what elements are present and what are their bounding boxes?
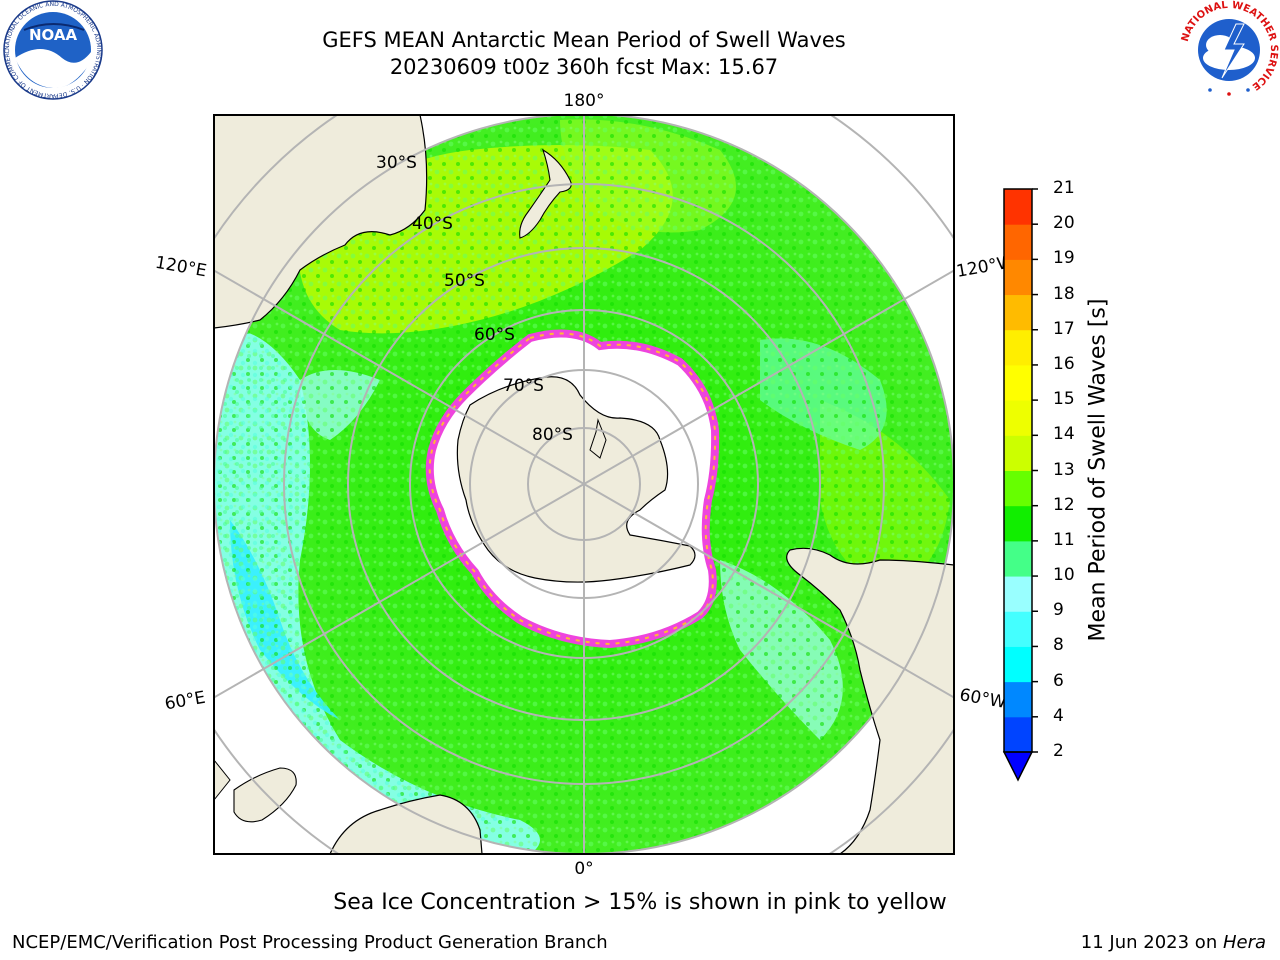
colorbar-tick-label: 14 <box>1053 424 1075 445</box>
colorbar-tick-label: 19 <box>1053 248 1075 269</box>
colorbar-tick-label: 21 <box>1053 178 1075 198</box>
colorbar-title: Mean Period of Swell Waves [s] <box>1085 298 1111 642</box>
colorbar-tick-label: 16 <box>1053 353 1075 374</box>
colorbar-tick-label: 2 <box>1053 741 1064 761</box>
colorbar-segment <box>1004 435 1032 471</box>
footer-machine: Hera <box>1222 932 1266 953</box>
noaa-logo-text: NOAA <box>29 26 78 44</box>
colorbar-segment <box>1004 576 1032 612</box>
lat-label-70s: 70°S <box>503 376 544 396</box>
colorbar-tick-label: 13 <box>1053 459 1075 480</box>
colorbar-segment <box>1004 505 1032 542</box>
colorbar-segment <box>1004 329 1032 366</box>
colorbar-tick-label: 17 <box>1053 318 1075 339</box>
new-zealand <box>519 148 572 239</box>
footer-credit: NCEP/EMC/Verification Post Processing Pr… <box>12 932 608 953</box>
colorbar-tick-label: 6 <box>1053 670 1064 691</box>
lat-label-60s: 60°S <box>474 325 515 345</box>
colorbar-segment <box>1004 224 1032 260</box>
colorbar-tick-label: 10 <box>1053 565 1075 586</box>
colorbar-segment <box>1004 540 1032 577</box>
colorbar-tick-label: 12 <box>1053 494 1075 515</box>
map-subtitle: 20230609 t00z 360h fcst Max: 15.67 <box>389 55 779 79</box>
lon-label-60w: 60°W <box>958 685 1008 713</box>
colorbar-segment <box>1004 716 1032 753</box>
footer-date-text: 11 Jun 2023 on <box>1080 932 1223 953</box>
lat-label-30s: 30°S <box>376 153 417 173</box>
colorbar-segment <box>1004 259 1032 296</box>
longitude-grid <box>214 115 954 854</box>
lat-label-40s: 40°S <box>412 214 453 234</box>
colorbar-segment <box>1004 646 1032 683</box>
colorbar-tick-label: 4 <box>1053 705 1064 726</box>
colorbar-tick-label: 15 <box>1053 389 1075 410</box>
lat-label-80s: 80°S <box>532 425 573 445</box>
nws-logo: NATIONAL WEATHER SERVICE <box>1180 0 1279 98</box>
colorbar-tick-label: 9 <box>1053 600 1064 621</box>
colorbar-extend-arrow <box>1002 751 1034 782</box>
map-frame <box>213 114 955 855</box>
lon-label-0: 0° <box>574 859 593 879</box>
colorbar-tick-label: 18 <box>1053 283 1075 304</box>
colorbar-segment <box>1004 470 1032 507</box>
lat-label-50s: 50°S <box>444 271 485 291</box>
colorbar-tick-label: 8 <box>1053 635 1064 656</box>
africa <box>329 794 483 854</box>
colorbar-tick-label: 20 <box>1053 213 1075 234</box>
colorbar <box>1002 188 1038 782</box>
lon-label-60e: 60°E <box>163 688 207 715</box>
sea-ice-note: Sea Ice Concentration > 15% is shown in … <box>333 890 947 915</box>
colorbar-segment <box>1004 400 1032 436</box>
lon-label-120e: 120°E <box>154 253 208 282</box>
australia <box>214 115 428 329</box>
colorbar-segment <box>1004 364 1032 401</box>
madagascar <box>233 767 297 823</box>
noaa-logo: NATIONAL OCEANIC AND ATMOSPHERIC ADMINIS… <box>2 0 103 100</box>
colorbar-tick-label: 11 <box>1053 529 1075 550</box>
map-title: GEFS MEAN Antarctic Mean Period of Swell… <box>322 28 846 52</box>
colorbar-segment <box>1004 189 1032 225</box>
sea-ice-edge <box>428 332 717 646</box>
south-america <box>786 115 954 854</box>
colorbar-segment <box>1004 294 1032 331</box>
colorbar-segment <box>1004 681 1032 718</box>
lon-label-180: 180° <box>564 91 605 111</box>
colorbar-segment <box>1004 611 1032 647</box>
footer-date: 11 Jun 2023 on Hera <box>1081 932 1266 953</box>
